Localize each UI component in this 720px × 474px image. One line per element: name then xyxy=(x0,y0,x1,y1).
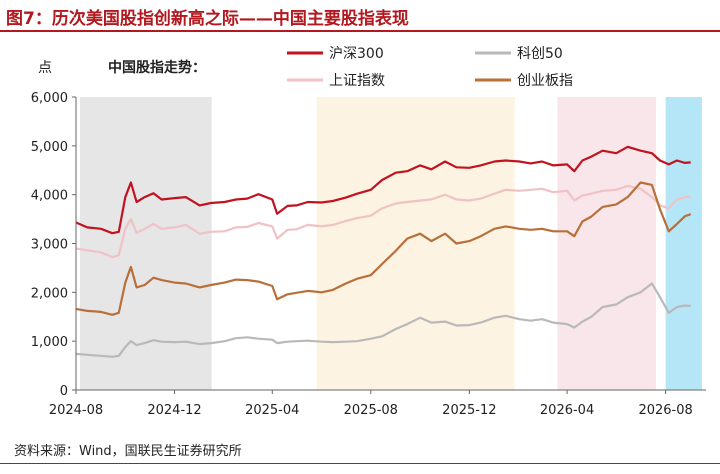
x-tick-label: 2024-08 xyxy=(49,403,103,418)
y-axis-label: 点 xyxy=(38,60,52,76)
figure-title: 图7：历次美国股指创新高之际——中国主要股指表现 xyxy=(6,9,409,29)
legend-label-2: 上证指数 xyxy=(329,73,385,89)
series-line-4 xyxy=(75,282,691,358)
x-tick-label: 2025-04 xyxy=(245,403,299,418)
x-tick-label: 2024-12 xyxy=(147,403,201,418)
x-tick-label: 2025-12 xyxy=(442,403,496,418)
shaded-period-1 xyxy=(80,97,212,390)
y-tick-label: 2,000 xyxy=(31,286,68,301)
shaded-period-3 xyxy=(557,97,656,390)
shaded-periods xyxy=(80,97,702,390)
figure-header: 图7：历次美国股指创新高之际——中国主要股指表现 xyxy=(0,0,720,32)
y-tick-label: 6,000 xyxy=(31,91,68,106)
axes: 0 1,000 2,000 3,000 4,000 5,000 6,000 2024-08 20… xyxy=(31,91,706,418)
shaded-period-4 xyxy=(665,97,702,390)
series-line-2 xyxy=(75,184,691,259)
x-tick-label: 2026-08 xyxy=(638,403,692,418)
x-tick-label: 2025-08 xyxy=(344,403,398,418)
y-tick-label: 3,000 xyxy=(31,238,68,253)
y-tick-label: 4,000 xyxy=(31,189,68,204)
y-tick-label: 1,000 xyxy=(31,335,68,350)
shaded-period-2 xyxy=(316,97,515,390)
y-tick-label: 5,000 xyxy=(31,140,68,155)
legend: 沪深300 上证指数 科创50 创业板指 xyxy=(287,46,573,89)
y-tick-label: 0 xyxy=(60,384,68,399)
legend-label-4: 创业板指 xyxy=(517,73,573,89)
bottom-rule xyxy=(0,463,720,464)
legend-label-3: 科创50 xyxy=(517,46,563,62)
source-note: 资料来源：Wind，国联民生证券研究所 xyxy=(14,444,242,459)
series-line-3 xyxy=(75,181,692,316)
legend-label-1: 沪深300 xyxy=(329,46,384,62)
series-line-1 xyxy=(75,145,691,235)
chart-title: 中国股指走势： xyxy=(108,59,206,76)
x-tick-label: 2026-04 xyxy=(540,403,594,418)
series-lines xyxy=(75,145,692,358)
